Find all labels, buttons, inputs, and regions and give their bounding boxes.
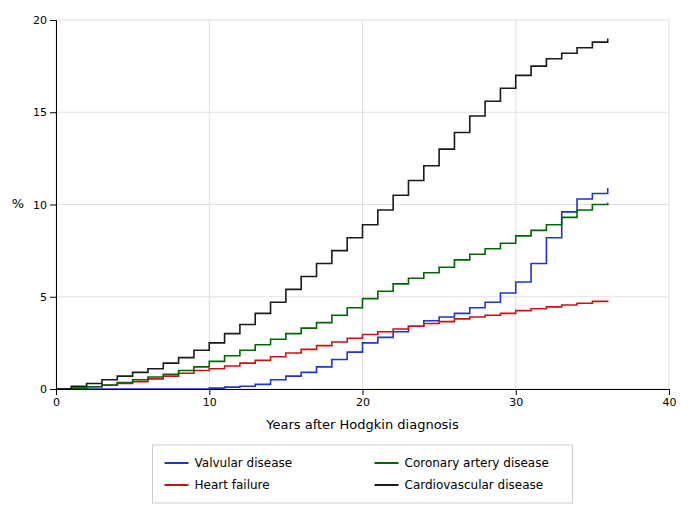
- series-line: [56, 203, 608, 389]
- grid: [56, 20, 669, 389]
- tick-mark: [669, 389, 670, 395]
- y-axis: 0 5 10 15 20: [33, 14, 57, 396]
- tick-mark: [50, 205, 56, 206]
- tick-label: 5: [40, 291, 47, 304]
- tick: 40: [663, 389, 677, 409]
- tick: 0: [53, 389, 60, 409]
- legend-item: Cardiovascular disease: [375, 478, 544, 492]
- grid-line: [56, 20, 669, 21]
- tick-label: 10: [33, 199, 47, 212]
- legend-item: Coronary artery disease: [375, 456, 549, 470]
- series-line: [56, 300, 608, 389]
- tick-label: 40: [663, 396, 677, 409]
- series-line: [56, 38, 608, 389]
- tick: 10: [33, 199, 56, 212]
- legend-item: Heart failure: [165, 478, 270, 492]
- plot: 0 10 20 30 40 0 5 10 15 20 Years after Hodgkin dia…: [12, 14, 677, 432]
- legend-label: Valvular disease: [195, 456, 293, 470]
- tick: 20: [33, 14, 56, 27]
- tick-label: 20: [356, 396, 370, 409]
- axis-line: [50, 21, 57, 390]
- tick: 15: [33, 106, 56, 119]
- tick-label: 30: [509, 396, 523, 409]
- chart: 0 10 20 30 40 0 5 10 15 20 Years after Hodgkin dia…: [0, 0, 693, 509]
- legend-label: Coronary artery disease: [405, 456, 549, 470]
- legend-label: Cardiovascular disease: [405, 478, 544, 492]
- tick-mark: [50, 389, 56, 390]
- x-axis-title: Years after Hodgkin diagnosis: [265, 417, 459, 432]
- axis-line: [57, 390, 670, 396]
- tick-label: 20: [33, 14, 47, 27]
- tick-mark: [516, 389, 517, 395]
- tick-label: 10: [203, 396, 217, 409]
- tick: 0: [40, 383, 56, 396]
- legend-swatch: [165, 484, 189, 486]
- y-axis-title: %: [12, 196, 24, 211]
- tick-label: 15: [33, 106, 47, 119]
- tick: 20: [356, 389, 370, 409]
- tick-mark: [209, 389, 210, 395]
- legend-swatch: [165, 462, 189, 464]
- tick-mark: [50, 112, 56, 113]
- tick-label: 0: [53, 396, 60, 409]
- tick: 5: [40, 291, 56, 304]
- tick-mark: [50, 297, 56, 298]
- tick-mark: [50, 20, 56, 21]
- legend-swatch: [375, 462, 399, 464]
- tick: 30: [509, 389, 523, 409]
- legend-frame: [153, 445, 573, 503]
- series-group: [56, 38, 608, 389]
- x-axis: 0 10 20 30 40: [53, 389, 677, 409]
- legend: Valvular disease Heart failure Coronary ar…: [153, 445, 573, 503]
- tick-label: 0: [40, 383, 47, 396]
- grid-line: [56, 112, 669, 113]
- grid-line: [56, 296, 669, 297]
- legend-label: Heart failure: [195, 478, 270, 492]
- legend-swatch: [375, 484, 399, 486]
- series-line: [56, 188, 608, 389]
- legend-item: Valvular disease: [165, 456, 293, 470]
- tick: 10: [203, 389, 217, 409]
- tick-mark: [363, 389, 364, 395]
